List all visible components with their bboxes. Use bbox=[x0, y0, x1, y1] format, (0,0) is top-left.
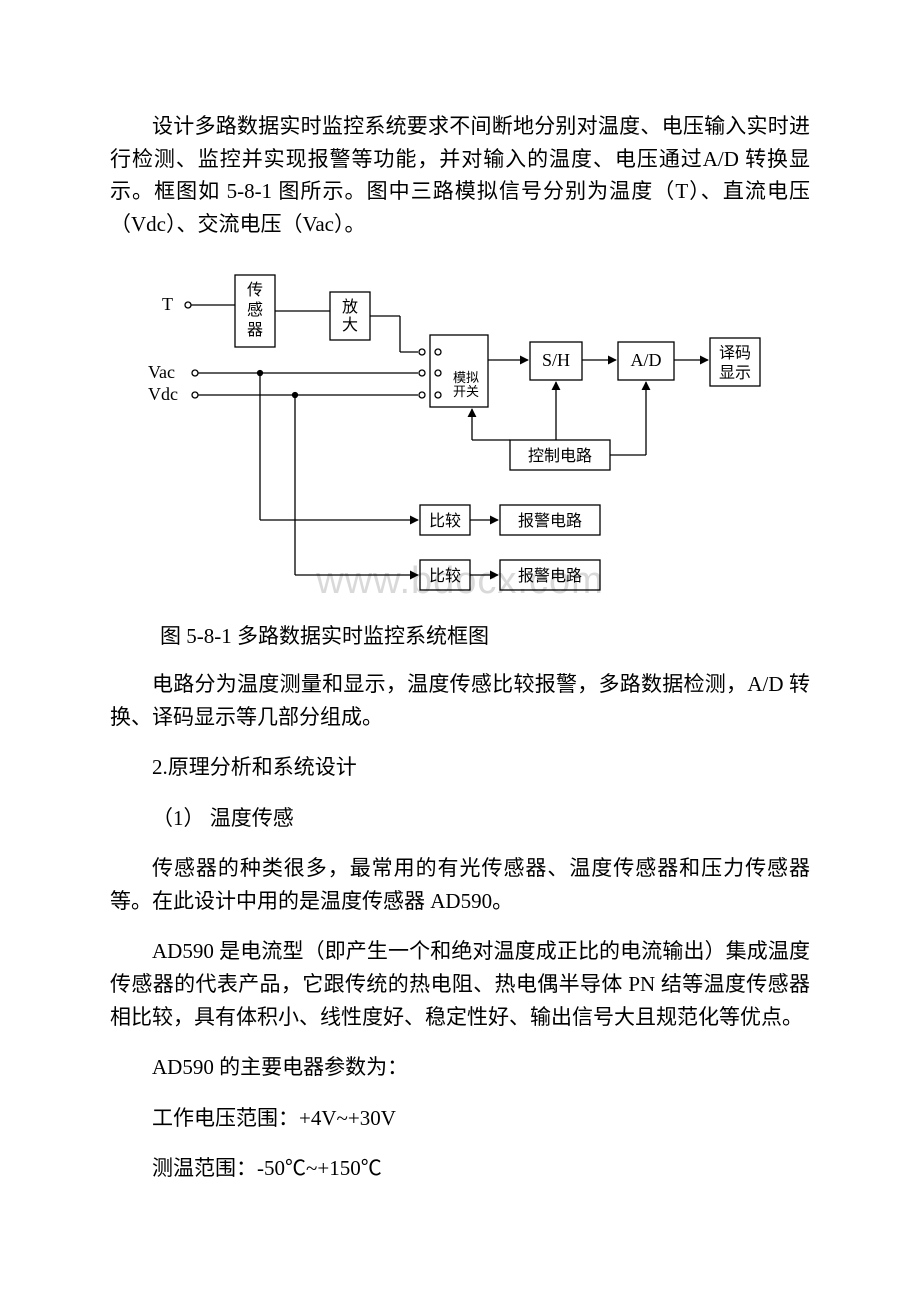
block-diagram: T Vac Vdc 传 感 器 放 大 bbox=[140, 270, 780, 610]
node-mux-l1: 模拟 bbox=[453, 370, 479, 385]
input-label-vdc: Vdc bbox=[148, 384, 178, 404]
node-cmp1: 比较 bbox=[429, 512, 461, 530]
node-sh: S/H bbox=[542, 350, 570, 370]
node-alarm1: 报警电路 bbox=[518, 512, 582, 530]
node-sensor-l1: 传 bbox=[247, 281, 263, 299]
paragraph-temp-range: 测温范围：-50℃~+150℃ bbox=[110, 1152, 810, 1185]
node-sensor-l3: 器 bbox=[247, 321, 263, 339]
node-mux-l2: 开关 bbox=[453, 384, 479, 399]
diagram-caption: 图 5-8-1 多路数据实时监控系统框图 bbox=[160, 620, 810, 650]
paragraph-voltage-range: 工作电压范围：+4V~+30V bbox=[110, 1102, 810, 1135]
heading-principle: 2.原理分析和系统设计 bbox=[110, 751, 810, 784]
paragraph-ad590-params-heading: AD590 的主要电器参数为： bbox=[110, 1051, 810, 1084]
node-cmp2: 比较 bbox=[429, 567, 461, 585]
node-disp-l2: 显示 bbox=[719, 365, 751, 382]
paragraph-composition: 电路分为温度测量和显示，温度传感比较报警，多路数据检测，A/D 转换、译码显示等… bbox=[110, 668, 810, 733]
input-label-t: T bbox=[162, 294, 173, 314]
node-disp-l1: 译码 bbox=[719, 344, 751, 362]
input-label-vac: Vac bbox=[148, 362, 175, 382]
node-ctrl: 控制电路 bbox=[528, 447, 592, 465]
node-ad: A/D bbox=[631, 350, 662, 370]
node-amp-l1: 放 bbox=[342, 298, 358, 316]
paragraph-ad590-desc: AD590 是电流型（即产生一个和绝对温度成正比的电流输出）集成温度传感器的代表… bbox=[110, 935, 810, 1033]
paragraph-sensor-types: 传感器的种类很多，最常用的有光传感器、温度传感器和压力传感器等。在此设计中用的是… bbox=[110, 852, 810, 917]
heading-temp-sensor: （1） 温度传感 bbox=[110, 802, 810, 835]
node-alarm2: 报警电路 bbox=[518, 567, 582, 585]
block-diagram-container: www.bdocx.com T Vac Vdc bbox=[140, 270, 780, 610]
node-amp-l2: 大 bbox=[342, 316, 358, 334]
paragraph-intro: 设计多路数据实时监控系统要求不间断地分别对温度、电压输入实时进行检测、监控并实现… bbox=[110, 110, 810, 240]
node-sensor-l2: 感 bbox=[247, 301, 263, 319]
